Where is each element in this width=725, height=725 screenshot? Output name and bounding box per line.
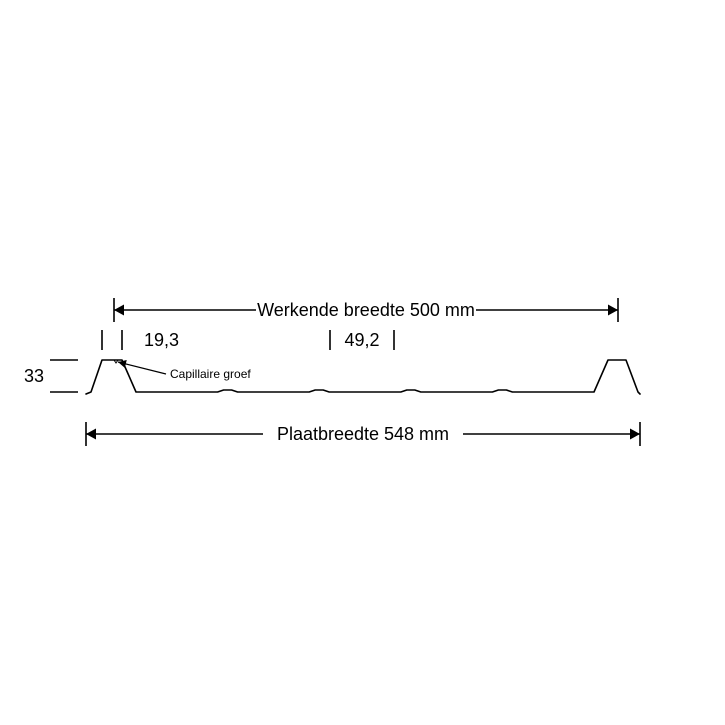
label-rib-top: 19,3 bbox=[144, 330, 179, 350]
label-height: 33 bbox=[24, 366, 44, 386]
label-working-width: Werkende breedte 500 mm bbox=[257, 300, 475, 320]
label-sheet-width: Plaatbreedte 548 mm bbox=[277, 424, 449, 444]
profile-diagram: Werkende breedte 500 mm Plaatbreedte 548 … bbox=[0, 0, 725, 725]
label-capillary: Capillaire groef bbox=[170, 367, 251, 381]
label-rib-gap: 49,2 bbox=[344, 330, 379, 350]
